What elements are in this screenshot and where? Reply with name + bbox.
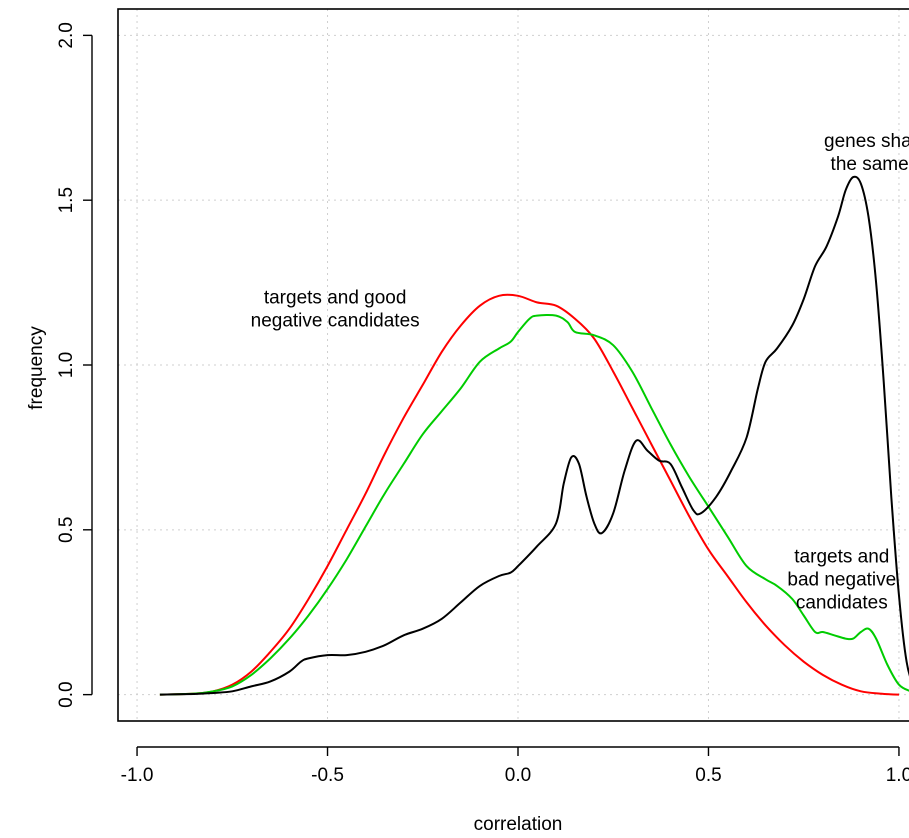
y-tick-label: 1.5 xyxy=(56,187,77,213)
grid xyxy=(118,9,909,721)
x-tick-label: -0.5 xyxy=(311,765,344,786)
annotation-line: candidates xyxy=(796,592,888,613)
y-tick-label: 0.5 xyxy=(56,517,77,543)
x-tick-label: 0.0 xyxy=(505,765,531,786)
green-density-line xyxy=(159,313,909,696)
annotation-line: targets and good xyxy=(264,287,407,308)
y-tick-label: 0.0 xyxy=(56,681,77,707)
annotation-line: targets and xyxy=(794,546,889,567)
x-tick-label: 0.5 xyxy=(695,765,721,786)
annotation-line: the same TF xyxy=(831,154,909,175)
series-lines xyxy=(159,175,909,696)
x-axis-title: correlation xyxy=(474,814,563,835)
annotations: genes sharingthe same TF targets and good… xyxy=(251,131,909,613)
annotation-line: genes sharing xyxy=(824,131,909,152)
x-axis: -1.0 -0.5 0.0 0.5 1.0 xyxy=(121,746,909,786)
y-tick-label: 2.0 xyxy=(56,22,77,48)
red-density-line xyxy=(159,293,900,696)
annotation: genes sharingthe same TF xyxy=(824,131,909,175)
x-tick-label: -1.0 xyxy=(121,765,154,786)
annotation-line: bad negative xyxy=(787,569,896,590)
black-density-line xyxy=(159,175,909,696)
plot-frame xyxy=(117,8,909,722)
y-axis: 0.0 0.5 1.0 1.5 2.0 xyxy=(56,22,93,708)
annotation-line: negative candidates xyxy=(251,310,420,331)
y-tick-label: 1.0 xyxy=(56,352,77,378)
x-tick-label: 1.0 xyxy=(886,765,909,786)
y-axis-title: frequency xyxy=(26,326,47,410)
